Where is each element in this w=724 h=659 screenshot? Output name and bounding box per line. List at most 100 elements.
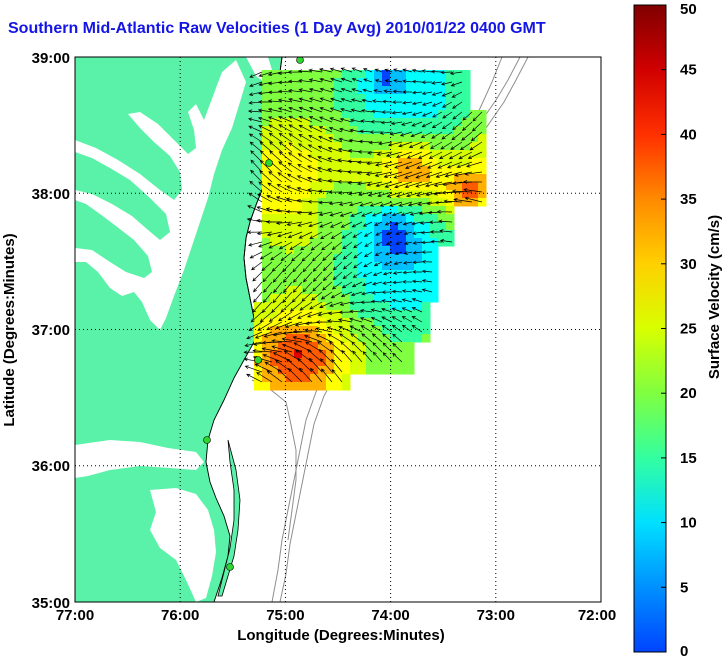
- velocity-cell: [350, 118, 359, 127]
- current-vector-arrow: [427, 210, 443, 215]
- current-vector-arrow: [449, 71, 463, 76]
- velocity-cell: [422, 270, 431, 279]
- velocity-cell: [342, 262, 351, 271]
- velocity-cell: [294, 174, 303, 183]
- velocity-cell: [398, 358, 407, 367]
- current-vector-arrow: [374, 161, 393, 167]
- velocity-cell: [270, 150, 279, 159]
- velocity-cell: [334, 350, 343, 359]
- velocity-cell: [302, 254, 311, 263]
- velocity-cell: [270, 278, 279, 287]
- current-vector-arrow: [403, 241, 413, 245]
- current-vector-arrow: [262, 291, 273, 304]
- velocity-cell: [310, 110, 319, 119]
- velocity-cell: [358, 334, 367, 343]
- current-vector-arrow: [320, 358, 333, 373]
- velocity-cell: [430, 70, 439, 79]
- current-vector-arrow: [419, 141, 433, 149]
- velocity-cell: [334, 318, 343, 327]
- velocity-cell: [310, 262, 319, 271]
- velocity-cell: [286, 70, 295, 79]
- velocity-cell: [334, 254, 343, 263]
- velocity-cell: [334, 270, 343, 279]
- current-vector-arrow: [272, 291, 283, 304]
- current-vector-arrow: [338, 201, 353, 206]
- current-vector-arrow: [369, 201, 383, 207]
- velocity-cell: [446, 190, 455, 199]
- velocity-cell: [406, 86, 415, 95]
- current-vector-arrow: [327, 319, 343, 323]
- current-vector-arrow: [330, 77, 343, 83]
- velocity-cell: [262, 238, 271, 247]
- velocity-cell: [262, 294, 271, 303]
- velocity-cell: [382, 142, 391, 151]
- current-vector-arrow: [328, 341, 343, 353]
- velocity-cell: [326, 326, 335, 335]
- velocity-cell: [270, 190, 279, 199]
- velocity-cell: [342, 310, 351, 319]
- velocity-cell: [342, 110, 351, 119]
- velocity-cell: [454, 134, 463, 143]
- velocity-cell: [318, 110, 327, 119]
- current-vector-arrow: [451, 189, 473, 194]
- velocity-cell: [302, 190, 311, 199]
- velocity-cell: [302, 350, 311, 359]
- current-vector-arrow: [309, 231, 323, 239]
- velocity-cell: [390, 174, 399, 183]
- velocity-cell: [406, 326, 415, 335]
- current-vector-arrow: [384, 68, 393, 73]
- velocity-cell: [478, 198, 487, 207]
- current-vector-arrow: [327, 157, 343, 163]
- velocity-cell: [270, 214, 279, 223]
- velocity-cell: [334, 110, 343, 119]
- current-vector-arrow: [332, 271, 343, 281]
- current-vector-arrow: [359, 129, 373, 134]
- current-vector-arrow: [366, 181, 383, 187]
- velocity-cell: [326, 174, 335, 183]
- velocity-cell: [350, 78, 359, 87]
- current-vector-arrow: [319, 116, 333, 123]
- velocity-cell: [254, 366, 263, 375]
- velocity-cell: [286, 382, 295, 391]
- current-vector-arrow: [288, 97, 303, 103]
- velocity-cell: [278, 286, 287, 295]
- velocity-cell: [278, 102, 287, 111]
- velocity-cell: [270, 350, 279, 359]
- velocity-cell: [374, 94, 383, 103]
- velocity-cell: [374, 342, 383, 351]
- velocity-cell: [310, 158, 319, 167]
- current-vector-arrow: [440, 81, 453, 86]
- velocity-cell: [446, 86, 455, 95]
- velocity-cell: [350, 334, 359, 343]
- velocity-cell: [270, 110, 279, 119]
- velocity-cell: [294, 366, 303, 375]
- velocity-cell: [318, 230, 327, 239]
- velocity-cell: [302, 262, 311, 271]
- velocity-cell: [390, 86, 399, 95]
- current-vector-arrow: [365, 171, 383, 176]
- current-vector-arrow: [421, 240, 433, 245]
- velocity-cell: [358, 294, 367, 303]
- current-vector-arrow: [309, 97, 323, 103]
- current-vector-arrow: [329, 221, 343, 228]
- current-vector-arrow: [246, 217, 263, 223]
- current-vector-arrow: [250, 311, 263, 323]
- velocity-cell: [310, 366, 319, 375]
- current-vector-arrow: [302, 281, 313, 293]
- velocity-cell: [270, 78, 279, 87]
- current-vector-arrow: [393, 261, 403, 266]
- velocity-cell: [350, 206, 359, 215]
- velocity-cell: [342, 78, 351, 87]
- velocity-cell: [390, 142, 399, 151]
- velocity-cell: [310, 206, 319, 215]
- velocity-cell: [326, 70, 335, 79]
- velocity-cell: [286, 294, 295, 303]
- velocity-cell: [310, 70, 319, 79]
- current-vector-arrow: [439, 229, 453, 233]
- velocity-cell: [262, 222, 271, 231]
- current-vector-arrow: [257, 321, 273, 331]
- velocity-cell: [438, 166, 447, 175]
- velocity-cell: [286, 302, 295, 311]
- velocity-cell: [350, 262, 359, 271]
- current-vector-arrow: [319, 77, 333, 83]
